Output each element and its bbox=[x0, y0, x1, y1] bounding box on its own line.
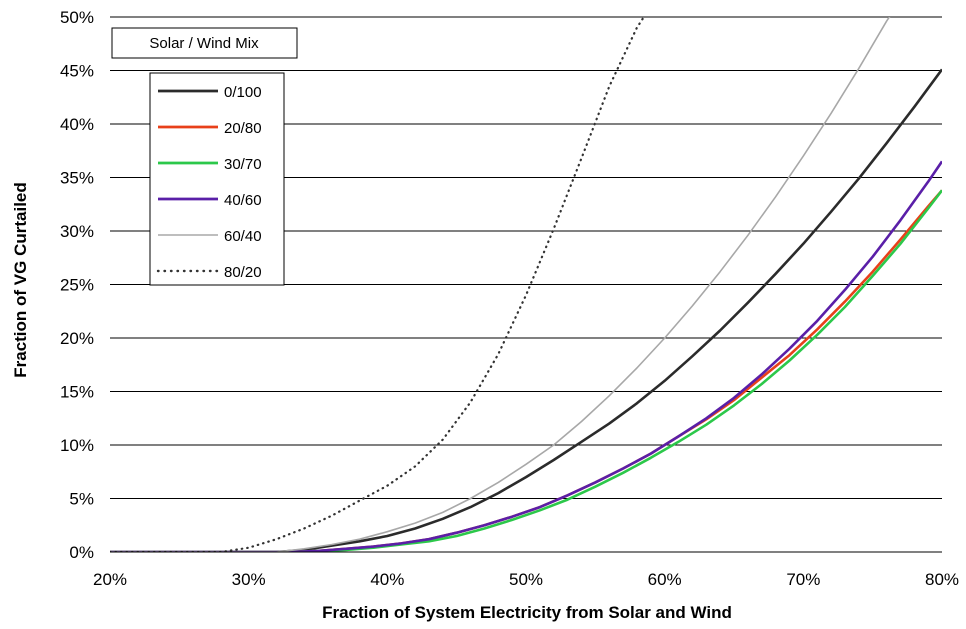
legend-label: 30/70 bbox=[224, 156, 262, 173]
x-tick-label: 70% bbox=[786, 570, 820, 589]
axes: 0% 5% 10% 15% 20% 25% 30% 35% 40% 45% 50% 20% 30% 40%… bbox=[60, 8, 959, 589]
x-tick-label: 40% bbox=[370, 570, 404, 589]
y-axis-title: Fraction of VG Curtailed bbox=[11, 182, 30, 378]
legend-label: 80/20 bbox=[224, 264, 262, 281]
y-tick-label: 15% bbox=[60, 383, 94, 402]
series-line-0-100 bbox=[110, 68, 942, 552]
x-tick-label: 30% bbox=[232, 570, 266, 589]
legend-title: Solar / Wind Mix bbox=[149, 35, 259, 52]
x-tick-label: 20% bbox=[93, 570, 127, 589]
y-tick-label: 5% bbox=[69, 490, 94, 509]
legend: Solar / Wind Mix 0/100 20/80 30/70 40/60 60/4… bbox=[111, 27, 298, 286]
y-tick-label: 20% bbox=[60, 329, 94, 348]
y-tick-label: 35% bbox=[60, 169, 94, 188]
legend-title-box bbox=[111, 27, 298, 59]
y-tick-label: 30% bbox=[60, 222, 94, 241]
x-tick-label: 50% bbox=[509, 570, 543, 589]
legend-label: 40/60 bbox=[224, 192, 262, 209]
y-tick-label: 10% bbox=[60, 436, 94, 455]
series-line-40-60 bbox=[110, 160, 942, 552]
y-tick-label: 0% bbox=[69, 543, 94, 562]
legend-label: 20/80 bbox=[224, 120, 262, 137]
x-tick-label: 80% bbox=[925, 570, 959, 589]
y-tick-label: 25% bbox=[60, 276, 94, 295]
series-line-60-40 bbox=[110, 17, 891, 552]
x-axis-title: Fraction of System Electricity from Sola… bbox=[322, 603, 732, 622]
legend-label: 0/100 bbox=[224, 84, 262, 101]
x-tick-label: 60% bbox=[648, 570, 682, 589]
y-tick-label: 45% bbox=[60, 62, 94, 81]
y-tick-label: 50% bbox=[60, 8, 94, 27]
legend-box bbox=[149, 72, 285, 286]
legend-label: 60/40 bbox=[224, 228, 262, 245]
series-lines bbox=[110, 17, 942, 552]
y-tick-label: 40% bbox=[60, 115, 94, 134]
